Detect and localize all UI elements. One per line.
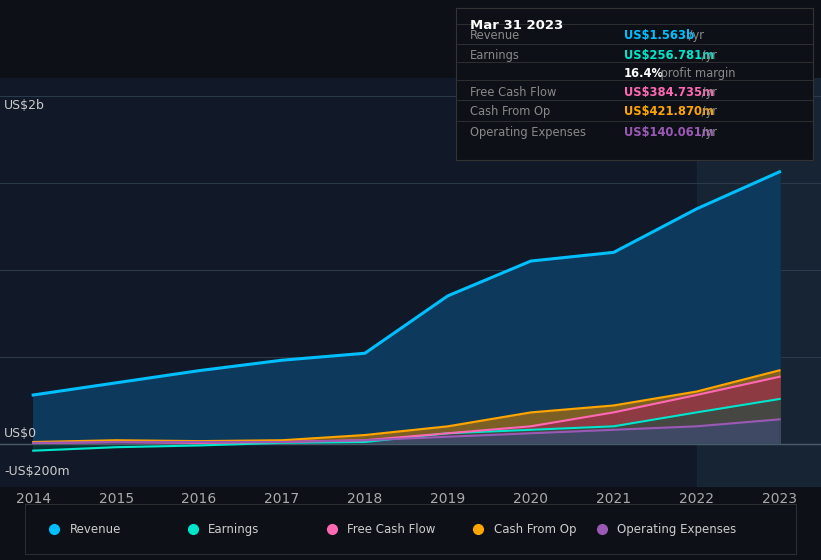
Text: 16.4%: 16.4%: [623, 67, 663, 81]
Text: Revenue: Revenue: [70, 522, 121, 536]
Text: /yr: /yr: [698, 127, 718, 139]
Text: Cash From Op: Cash From Op: [470, 105, 550, 118]
Text: Revenue: Revenue: [470, 29, 521, 42]
Text: /yr: /yr: [685, 29, 704, 42]
Bar: [696, 78, 821, 487]
Text: /yr: /yr: [698, 86, 718, 99]
Text: Cash From Op: Cash From Op: [494, 522, 576, 536]
Text: Free Cash Flow: Free Cash Flow: [470, 86, 557, 99]
Text: Mar 31 2023: Mar 31 2023: [470, 19, 563, 32]
Text: US$1.563b: US$1.563b: [623, 29, 694, 42]
Text: Earnings: Earnings: [470, 49, 520, 62]
Text: /yr: /yr: [698, 105, 718, 118]
Text: profit margin: profit margin: [658, 67, 736, 81]
Text: US$2b: US$2b: [4, 99, 45, 112]
Text: Free Cash Flow: Free Cash Flow: [347, 522, 436, 536]
Text: US$384.735m: US$384.735m: [623, 86, 713, 99]
Text: US$0: US$0: [4, 427, 37, 440]
Text: -US$200m: -US$200m: [4, 465, 70, 478]
Text: US$256.781m: US$256.781m: [623, 49, 713, 62]
Text: /yr: /yr: [698, 49, 718, 62]
Text: Earnings: Earnings: [209, 522, 259, 536]
Text: Operating Expenses: Operating Expenses: [470, 127, 586, 139]
Text: US$421.870m: US$421.870m: [623, 105, 713, 118]
Text: Operating Expenses: Operating Expenses: [617, 522, 736, 536]
Text: US$140.061m: US$140.061m: [623, 127, 713, 139]
